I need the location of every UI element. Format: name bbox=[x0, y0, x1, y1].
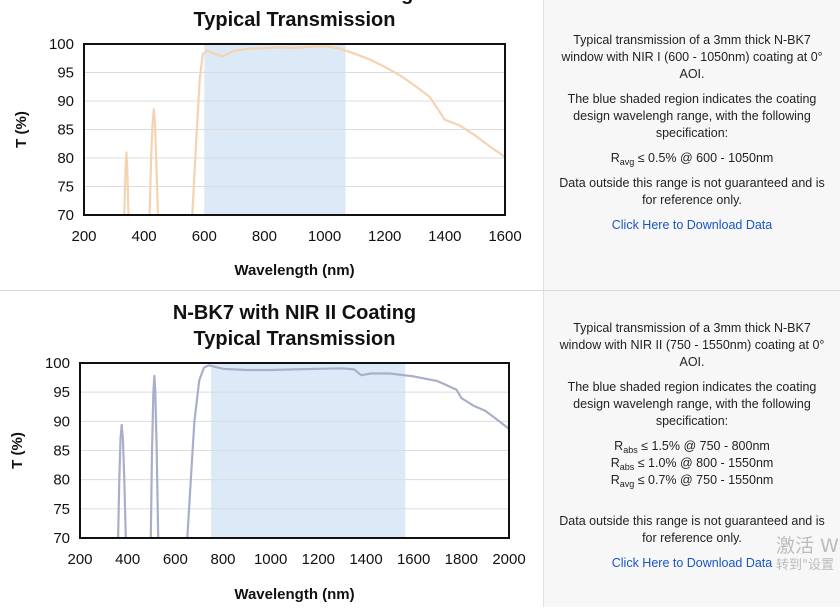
y-tick-label: 100 bbox=[45, 355, 70, 372]
transmission-line bbox=[117, 423, 127, 538]
watermark-line-2: 转到"设置 bbox=[776, 558, 834, 573]
chart-title-line: N-BK7 with NIR II Coating bbox=[173, 302, 416, 324]
watermark-line-1: 激活 W bbox=[776, 535, 839, 557]
y-tick-label: 75 bbox=[57, 179, 74, 196]
spec-text: ≤ 1.0% @ 800 - 1550nm bbox=[634, 456, 774, 470]
y-tick-label: 95 bbox=[53, 384, 70, 401]
spec-symbol: R bbox=[610, 473, 620, 487]
plot-frame bbox=[79, 362, 510, 539]
activation-watermark: 激活 W 转到"设置 bbox=[776, 534, 839, 574]
spec-list: Rabs ≤ 1.5% @ 750 - 800nm Rabs ≤ 1.0% @ … bbox=[558, 438, 826, 489]
x-tick-label: 1400 bbox=[349, 551, 382, 568]
spec-text: ≤ 0.5% @ 600 - 1050nm bbox=[634, 151, 774, 165]
x-tick-label: 1200 bbox=[368, 228, 401, 245]
x-axis-title: Wavelength (nm) bbox=[234, 586, 354, 603]
x-tick-label: 400 bbox=[115, 551, 140, 568]
download-data-link[interactable]: Click Here to Download Data bbox=[611, 218, 773, 232]
y-tick-label: 85 bbox=[57, 122, 74, 139]
transmission-chart-nir-i: 70 75 80 85 90 95 100 200 400 600 800 1000 1200 1400 1… bbox=[13, 0, 522, 279]
y-tick-label: 75 bbox=[53, 501, 70, 518]
y-tick-label: 90 bbox=[53, 413, 70, 430]
x-tick-label: 1600 bbox=[488, 228, 521, 245]
spec-symbol: R bbox=[614, 439, 624, 453]
y-axis-title: T (%) bbox=[13, 111, 30, 148]
x-axis-title: Wavelength (nm) bbox=[234, 262, 354, 279]
y-tick-label: 70 bbox=[53, 530, 70, 547]
x-tick-label: 800 bbox=[210, 551, 235, 568]
x-tick-label: 1400 bbox=[428, 228, 461, 245]
spec-line: Rabs ≤ 1.5% @ 750 - 800nm bbox=[558, 438, 826, 455]
x-tick-label: 1000 bbox=[254, 551, 287, 568]
chart-title-line: N-BK7 with NIR I Coating bbox=[176, 0, 414, 5]
spec-line: Ravg ≤ 0.7% @ 750 - 1550nm bbox=[558, 472, 826, 489]
chart-title-line: Typical Transmission bbox=[194, 328, 396, 350]
y-tick-label: 95 bbox=[57, 65, 74, 82]
x-tick-label: 600 bbox=[192, 228, 217, 245]
transmission-line bbox=[123, 151, 130, 215]
x-tick-label: 200 bbox=[67, 551, 92, 568]
description-disclaimer: Data outside this range is not guarantee… bbox=[559, 514, 825, 545]
download-data-link[interactable]: Click Here to Download Data bbox=[611, 556, 773, 570]
transmission-line bbox=[191, 45, 505, 215]
y-axis-title: T (%) bbox=[9, 432, 26, 469]
description-panel-nir-i: Typical transmission of a 3mm thick N-BK… bbox=[543, 0, 840, 290]
description-shading-note: The blue shaded region indicates the coa… bbox=[567, 380, 817, 428]
plot-frame bbox=[83, 43, 506, 216]
x-tick-label: 600 bbox=[163, 551, 188, 568]
chart-title-line: Typical Transmission bbox=[194, 9, 396, 31]
spec-text: ≤ 1.5% @ 750 - 800nm bbox=[637, 439, 770, 453]
y-tick-label: 80 bbox=[53, 472, 70, 489]
x-tick-label: 1000 bbox=[308, 228, 341, 245]
spec-subscript: abs bbox=[619, 462, 635, 472]
transmission-line bbox=[186, 364, 509, 538]
x-tick-label: 1800 bbox=[445, 551, 478, 568]
description-panel-nir-ii: Typical transmission of a 3mm thick N-BK… bbox=[543, 291, 840, 607]
spec-line: Rabs ≤ 1.0% @ 800 - 1550nm bbox=[558, 455, 826, 472]
x-tick-label: 2000 bbox=[492, 551, 525, 568]
description-disclaimer: Data outside this range is not guarantee… bbox=[559, 176, 825, 207]
description-shading-note: The blue shaded region indicates the coa… bbox=[567, 92, 817, 140]
x-tick-label: 1600 bbox=[397, 551, 430, 568]
spec-subscript: abs bbox=[623, 445, 638, 455]
x-tick-label: 1200 bbox=[302, 551, 335, 568]
spec-subscript: avg bbox=[619, 157, 635, 167]
spec-line: Ravg ≤ 0.5% @ 600 - 1050nm bbox=[558, 150, 826, 167]
y-tick-label: 80 bbox=[57, 150, 74, 167]
spec-text: ≤ 0.7% @ 750 - 1550nm bbox=[634, 473, 774, 487]
transmission-line bbox=[148, 108, 160, 215]
transmission-chart-nir-ii: 70 75 80 85 90 95 100 200 400 600 800 1000 1200 1400 1… bbox=[9, 302, 526, 603]
chart-panel-nir-ii: 70 75 80 85 90 95 100 200 400 600 800 1000 1200 1400 1… bbox=[0, 291, 543, 607]
description-intro: Typical transmission of a 3mm thick N-BK… bbox=[559, 321, 825, 369]
x-tick-label: 200 bbox=[71, 228, 96, 245]
transmission-line bbox=[149, 374, 160, 538]
x-tick-label: 400 bbox=[132, 228, 157, 245]
y-tick-label: 100 bbox=[49, 36, 74, 53]
spec-symbol: R bbox=[610, 151, 620, 165]
y-tick-label: 70 bbox=[57, 207, 74, 224]
chart-panel-nir-i: 70 75 80 85 90 95 100 200 400 600 800 1000 1200 1400 1… bbox=[0, 0, 543, 290]
x-tick-label: 800 bbox=[252, 228, 277, 245]
chart-row-nir-ii: 70 75 80 85 90 95 100 200 400 600 800 1000 1200 1400 1… bbox=[0, 290, 840, 607]
spec-symbol: R bbox=[610, 456, 620, 470]
y-tick-label: 90 bbox=[57, 93, 74, 110]
chart-row-nir-i: 70 75 80 85 90 95 100 200 400 600 800 1000 1200 1400 1… bbox=[0, 0, 840, 290]
spec-subscript: avg bbox=[619, 479, 635, 489]
y-tick-label: 85 bbox=[53, 443, 70, 460]
description-intro: Typical transmission of a 3mm thick N-BK… bbox=[561, 33, 823, 81]
spec-list: Ravg ≤ 0.5% @ 600 - 1050nm bbox=[558, 150, 826, 167]
